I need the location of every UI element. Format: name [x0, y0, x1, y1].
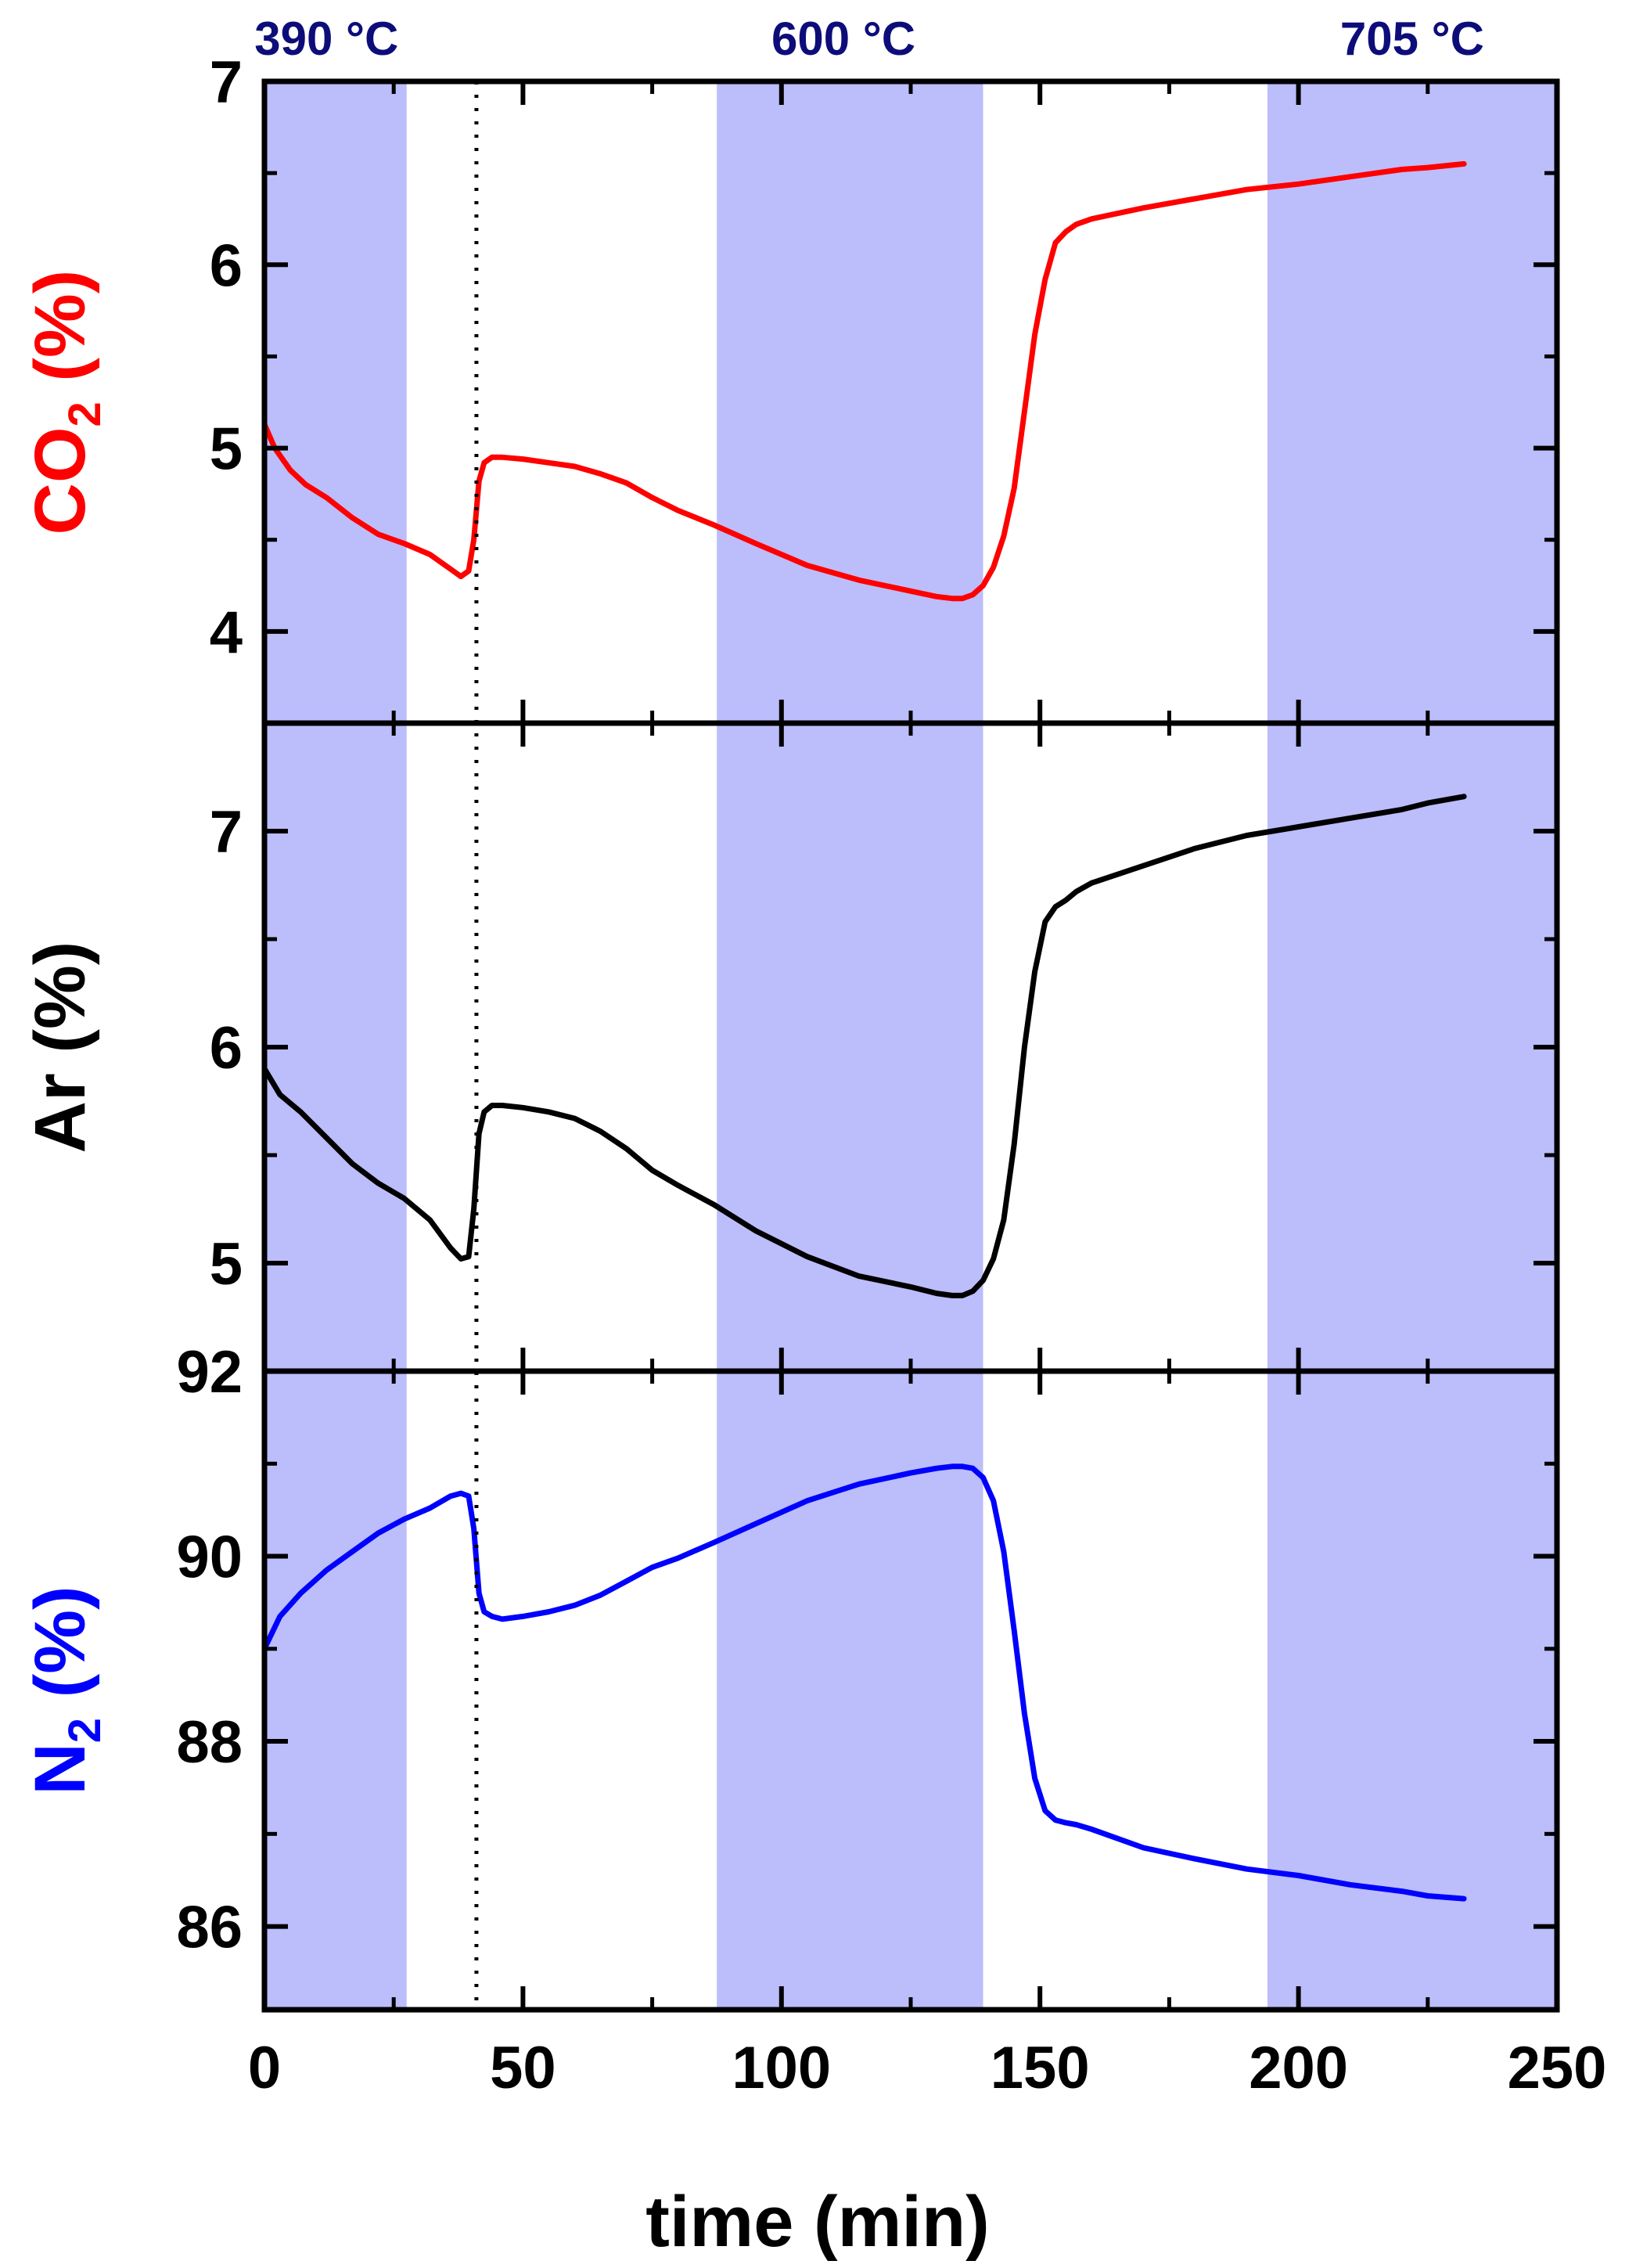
- y-axis-title-main: N: [20, 1743, 100, 1795]
- temperature-label: 390 °C: [254, 13, 398, 65]
- x-tick-label: 0: [248, 2035, 281, 2101]
- series-line-ar: [261, 794, 1467, 1298]
- x-axis-title: time (min): [645, 2182, 990, 2262]
- x-tick-label: 250: [1508, 2035, 1607, 2101]
- y-axis-title-subscript: 2: [59, 401, 110, 427]
- y-tick-label-n2: 88: [176, 1709, 243, 1776]
- series-line-n2: [261, 1463, 1467, 1902]
- shaded-temperature-regions: [264, 81, 1557, 2010]
- y-tick-label-co2: 4: [210, 599, 243, 666]
- y-tick-label-ar: 5: [210, 1231, 243, 1298]
- y-tick-label-co2: 5: [210, 416, 243, 483]
- x-tick-label: 200: [1249, 2035, 1348, 2101]
- y-tick-label-n2: 86: [176, 1895, 243, 1961]
- x-tick-label: 150: [991, 2035, 1090, 2101]
- y-tick-label-ar: 6: [210, 1015, 243, 1082]
- y-axis-title-main: Ar: [20, 1073, 100, 1153]
- y-axis-title-unit: (%): [20, 941, 100, 1074]
- y-axis-title-co2: CO2 (%): [20, 270, 110, 535]
- series-line-co2: [261, 160, 1467, 602]
- temperature-label: 705 °C: [1340, 13, 1484, 65]
- shaded-region-3: [1267, 81, 1557, 2010]
- y-tick-label-co2: 6: [210, 232, 243, 299]
- y-axis-title-subscript: 2: [59, 1718, 110, 1743]
- series-layer: [261, 160, 1467, 1902]
- y-tick-label-ar: 7: [210, 799, 243, 866]
- temperature-labels: 390 °C 600 °C 705 °C: [254, 13, 1484, 65]
- y-axis-title-main: CO: [20, 427, 100, 535]
- y-axis-title-ar: Ar (%): [20, 941, 100, 1154]
- y-tick-label-n2: 92: [176, 1339, 243, 1406]
- x-tick-label: 100: [732, 2035, 831, 2101]
- y-axis-title-unit: (%): [20, 270, 100, 402]
- y-tick-label-co2: 7: [210, 49, 243, 116]
- x-tick-label: 50: [490, 2035, 556, 2101]
- axis-ticks: [262, 79, 1559, 2010]
- y-tick-label-n2: 90: [176, 1525, 243, 1591]
- y-axis-title-n2: N2 (%): [20, 1586, 110, 1795]
- temperature-label: 600 °C: [771, 13, 915, 65]
- shaded-region-1: [264, 81, 407, 2010]
- shaded-region-2: [717, 81, 983, 2010]
- y-axis-title-unit: (%): [20, 1586, 100, 1718]
